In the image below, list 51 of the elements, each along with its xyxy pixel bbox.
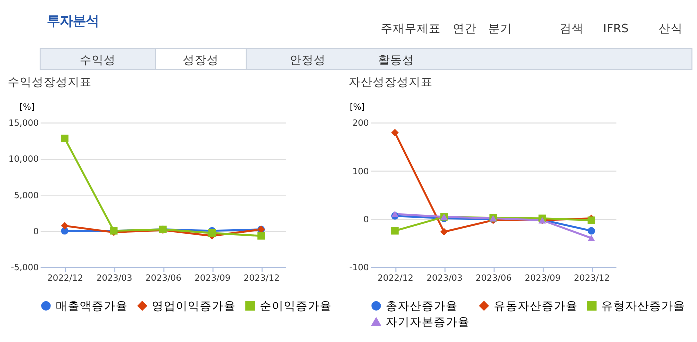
text: 수익성 bbox=[80, 53, 116, 68]
chart-title: 수익성장성지표 bbox=[8, 75, 92, 90]
y-tick-label: 200 bbox=[352, 119, 370, 130]
point bbox=[208, 230, 216, 237]
y-tick-label: -5,000 bbox=[11, 264, 39, 274]
legend-label: 자기자본증가율 bbox=[386, 314, 470, 329]
x-tick-label: 2023/12 bbox=[244, 274, 280, 284]
x-tick-label: 2023/03 bbox=[426, 274, 463, 284]
legend-label: 유형자산증가율 bbox=[602, 298, 686, 313]
y-tick-label: 100 bbox=[352, 167, 370, 178]
point bbox=[588, 235, 596, 242]
point bbox=[258, 232, 266, 240]
legend-label: 매출액증가율 bbox=[56, 298, 128, 313]
point bbox=[391, 227, 399, 235]
point bbox=[61, 222, 69, 230]
x-tick-label: 2023/12 bbox=[574, 274, 610, 284]
legend-label: 영업이익증가율 bbox=[152, 298, 236, 313]
text: 활동성 bbox=[378, 53, 415, 68]
point bbox=[440, 228, 448, 236]
y-tick-label: -100 bbox=[350, 264, 370, 274]
text: 검색 bbox=[560, 21, 584, 36]
text: 안정성 bbox=[290, 53, 326, 68]
legend-label: 총자산증가율 bbox=[386, 298, 458, 313]
x-tick-label: 2023/09 bbox=[194, 274, 231, 284]
y-tick-label: 0 bbox=[33, 227, 39, 238]
point bbox=[61, 134, 69, 142]
text: 분기 bbox=[488, 21, 513, 36]
x-tick-label: 2022/12 bbox=[47, 274, 84, 284]
text: 연간 bbox=[452, 21, 477, 36]
y-tick-label: 10,000 bbox=[8, 155, 39, 166]
text: 성장성 bbox=[183, 53, 220, 68]
x-tick-label: 2023/06 bbox=[146, 274, 182, 284]
x-tick-label: 2023/03 bbox=[96, 274, 133, 284]
y-tick-label: 5,000 bbox=[14, 191, 39, 202]
text: 주재무제표 bbox=[381, 21, 442, 36]
y-tick-label: 15,000 bbox=[8, 119, 39, 130]
point bbox=[391, 211, 399, 218]
x-tick-label: 2022/12 bbox=[378, 274, 414, 284]
y-axis-title: [%] bbox=[350, 102, 365, 113]
text: 투자분석 bbox=[47, 14, 100, 30]
legend-label: 순이익증가율 bbox=[260, 298, 332, 313]
text: IFRS bbox=[603, 21, 629, 36]
chart-title: 자산성장성지표 bbox=[349, 75, 434, 90]
text: 산식 bbox=[659, 21, 684, 36]
point bbox=[588, 227, 596, 235]
x-tick-label: 2023/09 bbox=[524, 274, 561, 284]
point bbox=[391, 129, 399, 137]
y-tick-label: 0 bbox=[364, 215, 370, 226]
y-axis-title: [%] bbox=[20, 102, 35, 113]
x-tick-label: 2023/06 bbox=[476, 274, 512, 284]
legend-label: 유동자산증가율 bbox=[494, 298, 578, 313]
